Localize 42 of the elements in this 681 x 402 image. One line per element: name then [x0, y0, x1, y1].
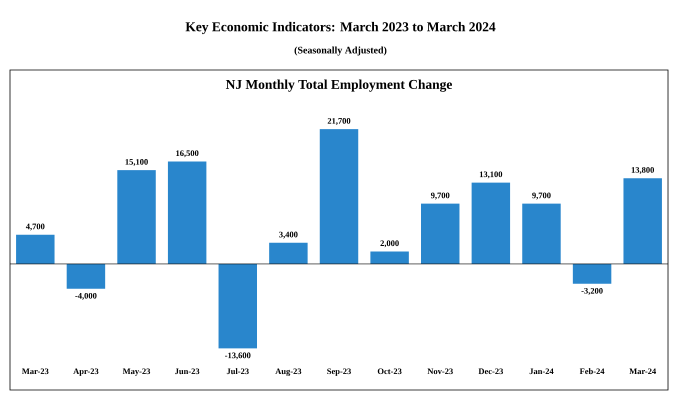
- bar: [218, 264, 258, 348]
- data-label: 13,800: [632, 167, 654, 174]
- bar: [522, 204, 561, 264]
- data-label: 13,100: [480, 171, 502, 178]
- x-tick-label: Jan-24: [530, 368, 554, 374]
- data-label: 9,700: [532, 192, 551, 200]
- bar: [16, 234, 55, 264]
- bar: [66, 264, 106, 289]
- data-label: 21,700: [328, 118, 350, 125]
- data-label: 3,400: [279, 232, 298, 239]
- bar: [370, 251, 409, 264]
- bar: [623, 178, 662, 264]
- data-label: 9,700: [430, 192, 450, 200]
- x-tick-label: Mar-24: [629, 368, 656, 374]
- data-label: -3,200: [581, 288, 603, 295]
- x-tick-label: Aug-23: [275, 368, 302, 376]
- text: NJ Monthly Total Employment Change: [226, 79, 452, 92]
- x-tick-label: Dec-23: [478, 368, 504, 374]
- bar: [572, 264, 612, 284]
- data-label: -13,600: [225, 352, 250, 360]
- x-tick-label: Feb-24: [580, 368, 604, 374]
- x-tick-label: Apr-23: [73, 368, 98, 376]
- x-tick-label: Oct-23: [378, 368, 402, 374]
- x-tick-label: Jun-23: [175, 368, 200, 374]
- bar: [117, 170, 156, 264]
- x-tick-label: Mar-23: [22, 368, 48, 374]
- data-label: 4,700: [26, 224, 45, 231]
- bar: [269, 242, 308, 264]
- x-tick-label: Sep-23: [327, 368, 351, 376]
- chart-title: Key Economic Indicators: March 2023 to March 2024: [186, 22, 496, 34]
- bar: [421, 204, 460, 264]
- data-label: -4,000: [75, 292, 97, 300]
- bar: [168, 161, 206, 264]
- bar: [320, 129, 358, 264]
- x-tick-label: Nov-23: [427, 368, 453, 374]
- x-tick-label: May-23: [122, 368, 150, 376]
- data-label: 16,500: [176, 150, 198, 158]
- data-label: 2,000: [380, 240, 399, 248]
- x-tick-label: Jul-23: [226, 368, 249, 374]
- data-label: 15,100: [126, 159, 148, 166]
- chart-subtitle: (Seasonally Adjusted): [294, 46, 386, 56]
- bar: [472, 182, 510, 264]
